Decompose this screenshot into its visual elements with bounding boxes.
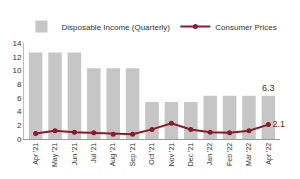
- svg-text:Apr '22: Apr '22: [265, 143, 273, 165]
- svg-text:Disposable Income (Quarterly): Disposable Income (Quarterly): [62, 23, 171, 32]
- svg-text:8: 8: [17, 80, 22, 89]
- svg-text:Sep '21: Sep '21: [129, 143, 137, 167]
- svg-text:Mar '22: Mar '22: [245, 143, 252, 166]
- svg-text:6.3: 6.3: [262, 83, 275, 93]
- svg-text:Jun '21: Jun '21: [71, 143, 78, 165]
- svg-text:Dec '21: Dec '21: [187, 143, 194, 167]
- svg-text:10: 10: [12, 66, 21, 75]
- svg-text:6: 6: [17, 94, 22, 103]
- svg-text:0: 0: [17, 135, 22, 144]
- svg-text:Jan '22: Jan '22: [206, 143, 213, 165]
- svg-text:Oct '21: Oct '21: [148, 143, 155, 165]
- svg-text:May '21: May '21: [51, 143, 59, 167]
- svg-text:Apr '21: Apr '21: [32, 143, 40, 165]
- svg-text:2: 2: [17, 121, 22, 130]
- svg-text:Jul '21: Jul '21: [90, 143, 97, 163]
- svg-text:Feb '22: Feb '22: [226, 143, 233, 166]
- svg-text:2.1: 2.1: [272, 119, 285, 129]
- svg-text:12: 12: [12, 53, 21, 62]
- svg-text:4: 4: [17, 107, 22, 116]
- svg-text:14: 14: [12, 39, 21, 48]
- svg-text:Aug '21: Aug '21: [109, 143, 117, 167]
- svg-text:Consumer Prices: Consumer Prices: [215, 23, 276, 32]
- svg-text:Nov '21: Nov '21: [168, 143, 175, 167]
